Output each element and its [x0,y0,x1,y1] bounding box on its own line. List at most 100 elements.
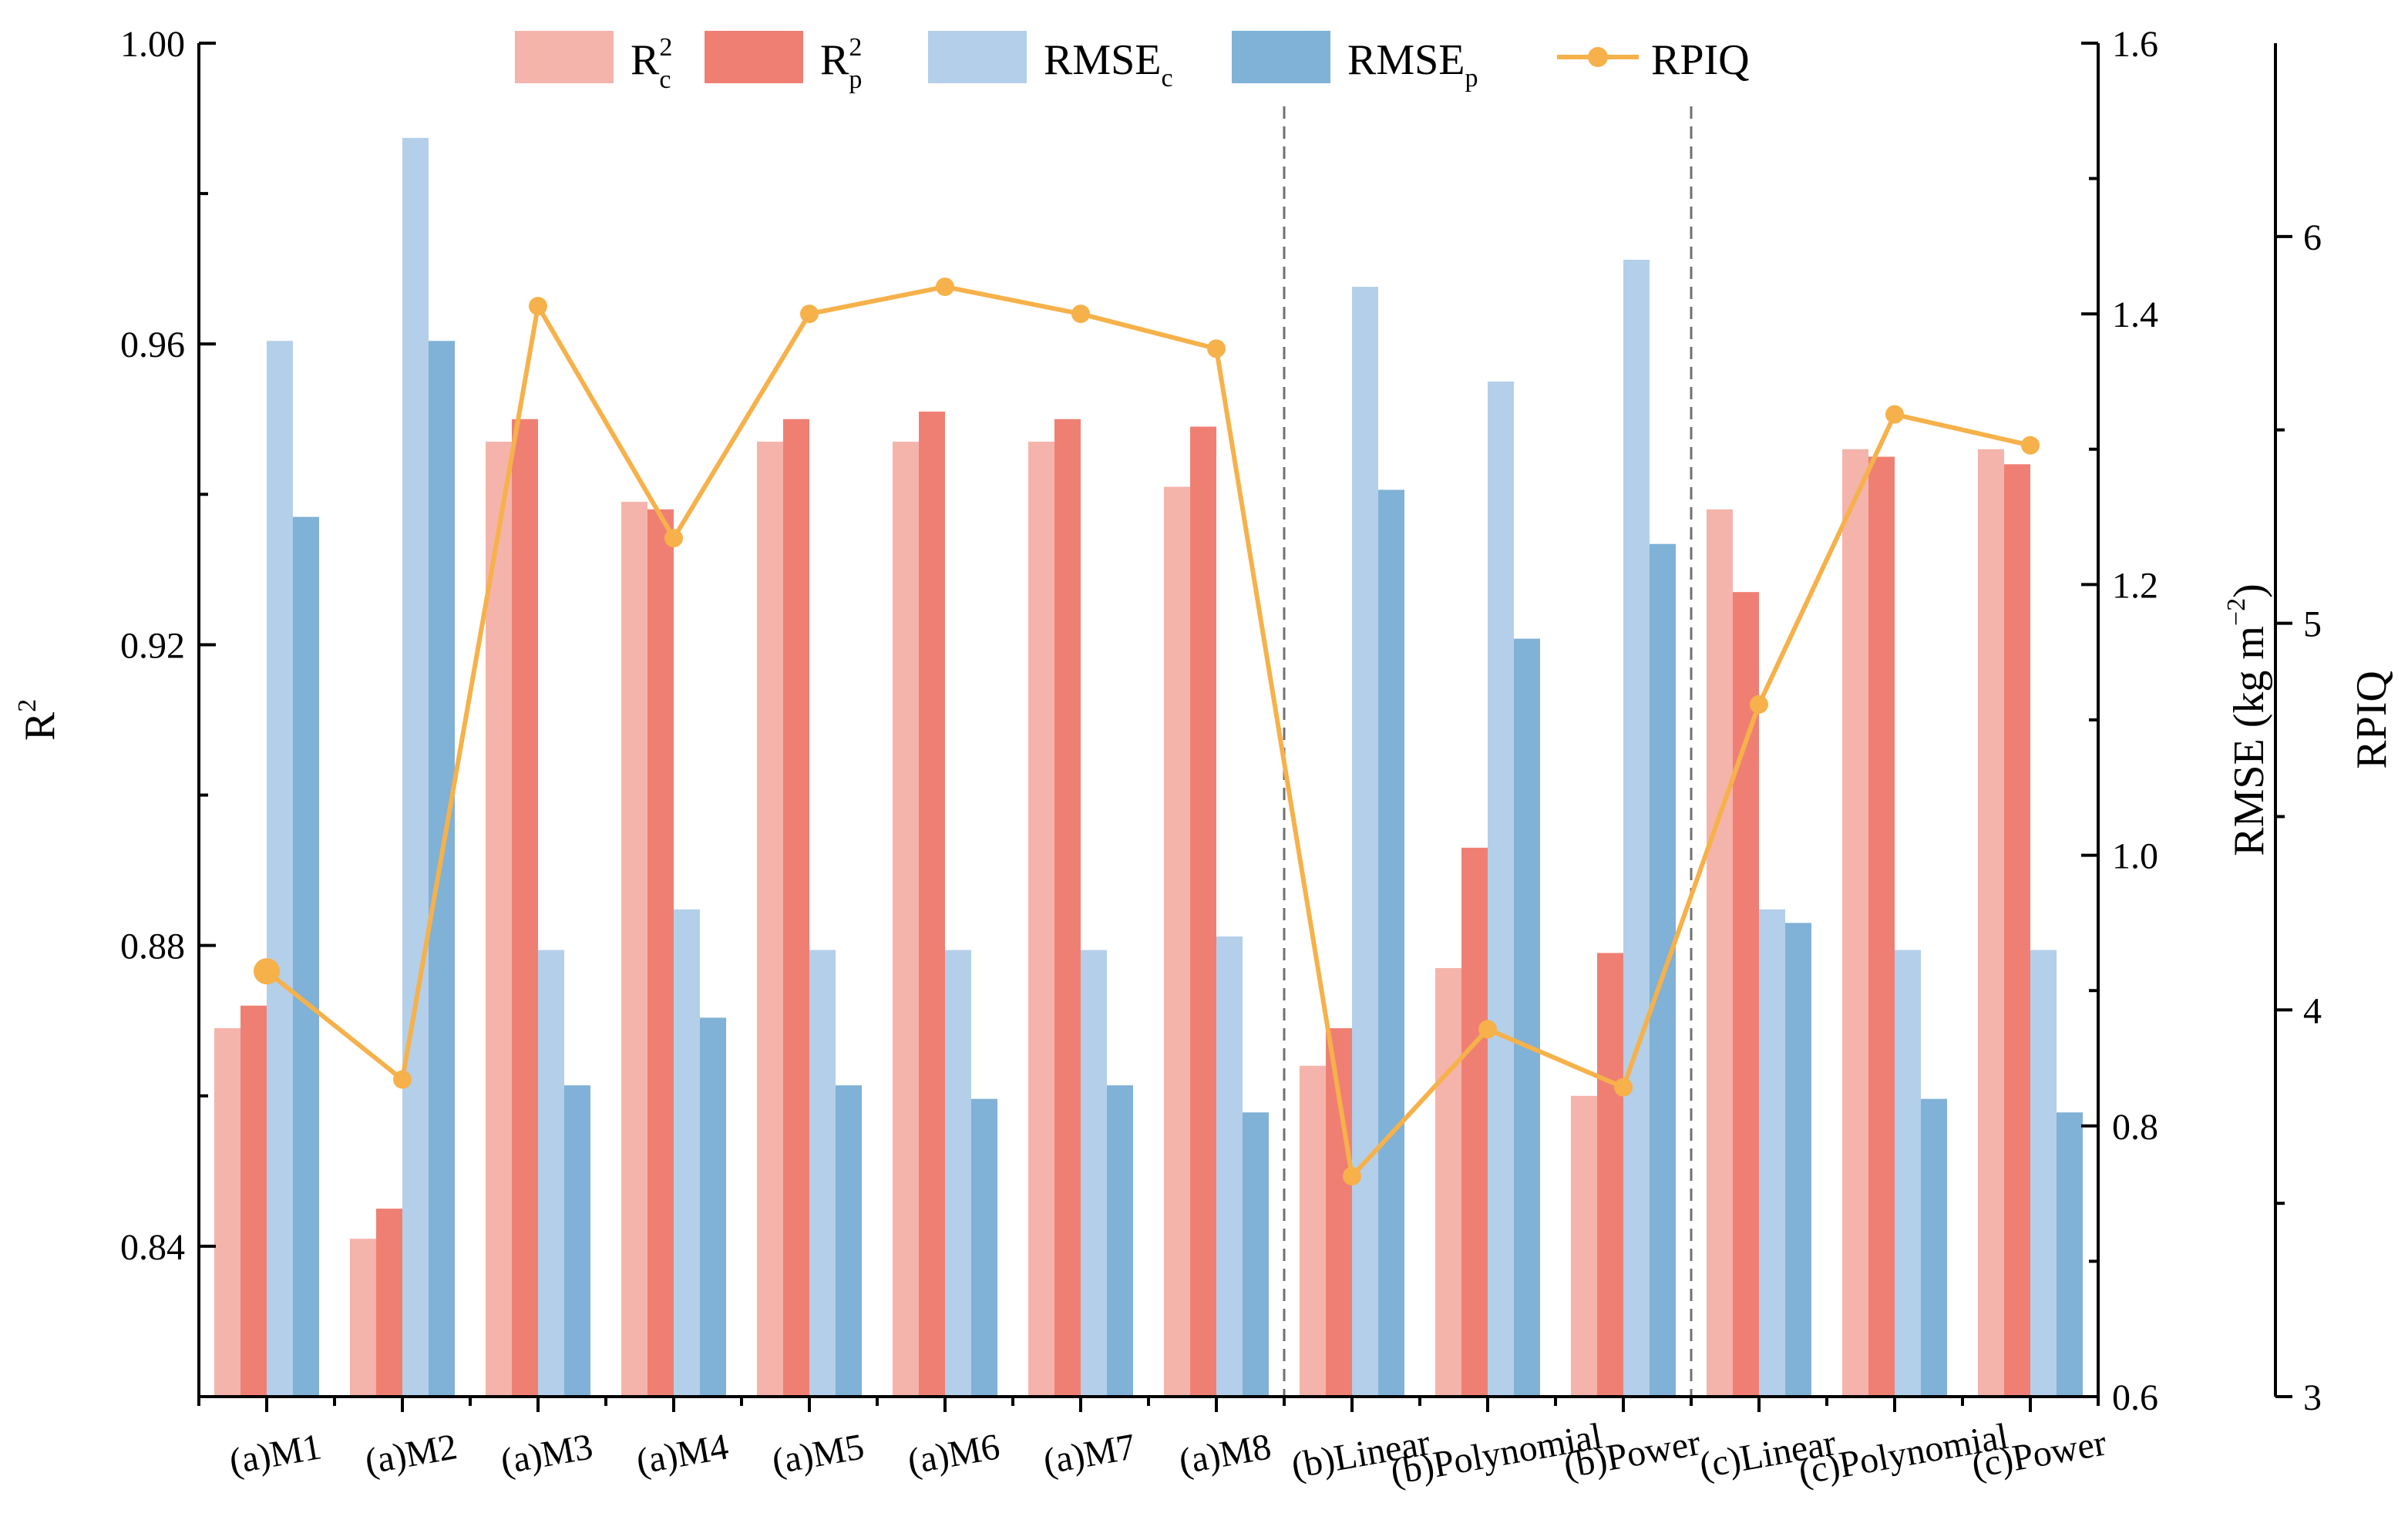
rpiq-point-5 [800,304,819,324]
legend-rmsep-label: RMSEp [1347,36,1478,92]
bar-r2c-5 [757,442,783,1397]
bar-r2p-7 [1054,419,1081,1397]
bar-r2p-10 [1461,847,1488,1397]
bar-rmsep-6 [971,1098,997,1397]
bar-r2p-6 [919,412,945,1397]
x-tick-label-5: (a)M5 [769,1426,867,1482]
bar-rmsec-7 [1081,950,1107,1397]
rpiq-tick-label-3: 5 [2303,604,2322,645]
bar-r2p-14 [2004,464,2030,1397]
rpiq-axis-title: RPIQ [2348,671,2396,769]
r2-axis-title-main: R [16,711,64,741]
legend-rpiq-marker [1588,47,1608,67]
bar-r2c-12 [1707,509,1733,1397]
legend-rmsec-swatch [928,31,1027,83]
legend-rmsep-name: RMSE [1347,36,1465,84]
legend-rmsec-sub: c [1162,64,1173,92]
r2-tick-label-1: 0.84 [120,1227,185,1268]
x-tick-label-3: (a)M3 [498,1426,596,1482]
rpiq-line-layer [254,277,2040,1186]
bar-r2c-8 [1164,486,1190,1397]
bar-rmsec-10 [1488,382,1514,1397]
legend-r2c-swatch [515,31,614,83]
legend-rmsep-swatch [1232,31,1330,83]
bar-r2p-4 [647,509,674,1397]
rpiq-point-13 [1885,405,1904,424]
bar-r2c-4 [621,502,647,1397]
bar-rmsec-13 [1895,950,1921,1397]
rmse-axis-title: RMSE (kg m−2) [2222,583,2273,856]
legend-rmsec-name: RMSE [1044,36,1162,84]
bar-rmsep-1 [293,516,319,1397]
bar-rmsep-9 [1378,489,1404,1397]
rmse-axis-title-sup: −2 [2222,598,2251,626]
bar-r2p-8 [1190,426,1216,1397]
bar-rmsec-6 [945,950,971,1397]
bar-r2c-14 [1978,449,2004,1397]
bar-r2p-2 [376,1209,402,1397]
bar-r2p-13 [1868,456,1895,1397]
legend-r2p-sup: 2 [849,33,862,62]
bar-rmsep-12 [1785,923,1811,1397]
legend-r2c-sup: 2 [659,33,672,62]
rpiq-line [265,284,2031,1179]
x-tick-label-4: (a)M4 [634,1426,732,1482]
rpiq-tick-label-4: 6 [2303,217,2322,258]
rpiq-tick-label-2: 4 [2303,990,2322,1031]
bar-rmsec-12 [1759,909,1785,1397]
bar-r2p-3 [512,419,538,1397]
legend-r2p-sub: p [849,66,862,94]
r2-axis-title: R2 [13,699,64,741]
bar-r2c-2 [350,1239,376,1397]
x-tick-label-8: (a)M8 [1176,1426,1274,1482]
rmse-axis-title-end: ) [2225,583,2273,598]
bar-rmsec-3 [538,950,564,1397]
bar-r2c-10 [1435,967,1461,1397]
bar-r2c-6 [893,442,919,1397]
r2-axis-title-sup: 2 [13,699,42,712]
x-tick-label-7: (a)M7 [1041,1426,1138,1482]
rpiq-point-2 [393,1070,412,1089]
bar-rmsep-10 [1514,638,1540,1397]
x-tick-label-1: (a)M1 [227,1426,325,1482]
rpiq-point-7 [1071,304,1090,324]
legend-rmsec-label: RMSEc [1044,36,1173,92]
rmse-tick-label-2: 0.8 [2112,1107,2158,1148]
rmse-axis-title-main: RMSE (kg m [2225,626,2273,856]
bar-r2p-5 [783,419,809,1397]
rmse-tick-label-6: 1.6 [2112,24,2158,65]
bar-rmsep-5 [836,1085,862,1397]
bar-r2p-12 [1733,592,1759,1397]
bar-rmsec-11 [1623,259,1650,1397]
bar-rmsec-14 [2030,950,2057,1397]
r2-tick-label-4: 0.96 [120,324,185,365]
x-tick-label-6: (a)M6 [905,1426,1003,1482]
rmse-tick-label-5: 1.4 [2112,294,2158,335]
legend-r2c-label: R2 c [631,33,672,94]
bar-rmsep-8 [1243,1112,1269,1397]
bar-rmsec-4 [674,909,700,1397]
rpiq-point-14 [2021,435,2040,455]
legend: R2 c R2 p RMSEc RMSEp RPIQ [515,31,1750,94]
rmse-tick-label-1: 0.6 [2112,1377,2158,1418]
x-tick-label-2: (a)M2 [362,1426,460,1482]
rmse-tick-label-4: 1.2 [2112,565,2158,606]
bar-rmsec-8 [1216,936,1243,1397]
bars-layer [214,137,2083,1397]
bar-r2c-11 [1571,1095,1597,1397]
legend-rpiq-label: RPIQ [1651,36,1750,84]
bar-r2c-7 [1028,442,1054,1397]
rpiq-point-4 [664,529,683,548]
rpiq-point-9 [1343,1167,1361,1186]
rpiq-point-12 [1750,694,1768,714]
bar-r2p-11 [1597,953,1623,1397]
rpiq-point-6 [936,277,954,297]
r2-tick-label-5: 1.00 [120,24,185,65]
bar-r2c-9 [1300,1065,1326,1397]
bar-rmsep-14 [2057,1112,2083,1397]
legend-r2c-name: R [631,36,660,84]
bar-rmsec-2 [402,137,429,1397]
legend-r2p-swatch [705,31,803,83]
